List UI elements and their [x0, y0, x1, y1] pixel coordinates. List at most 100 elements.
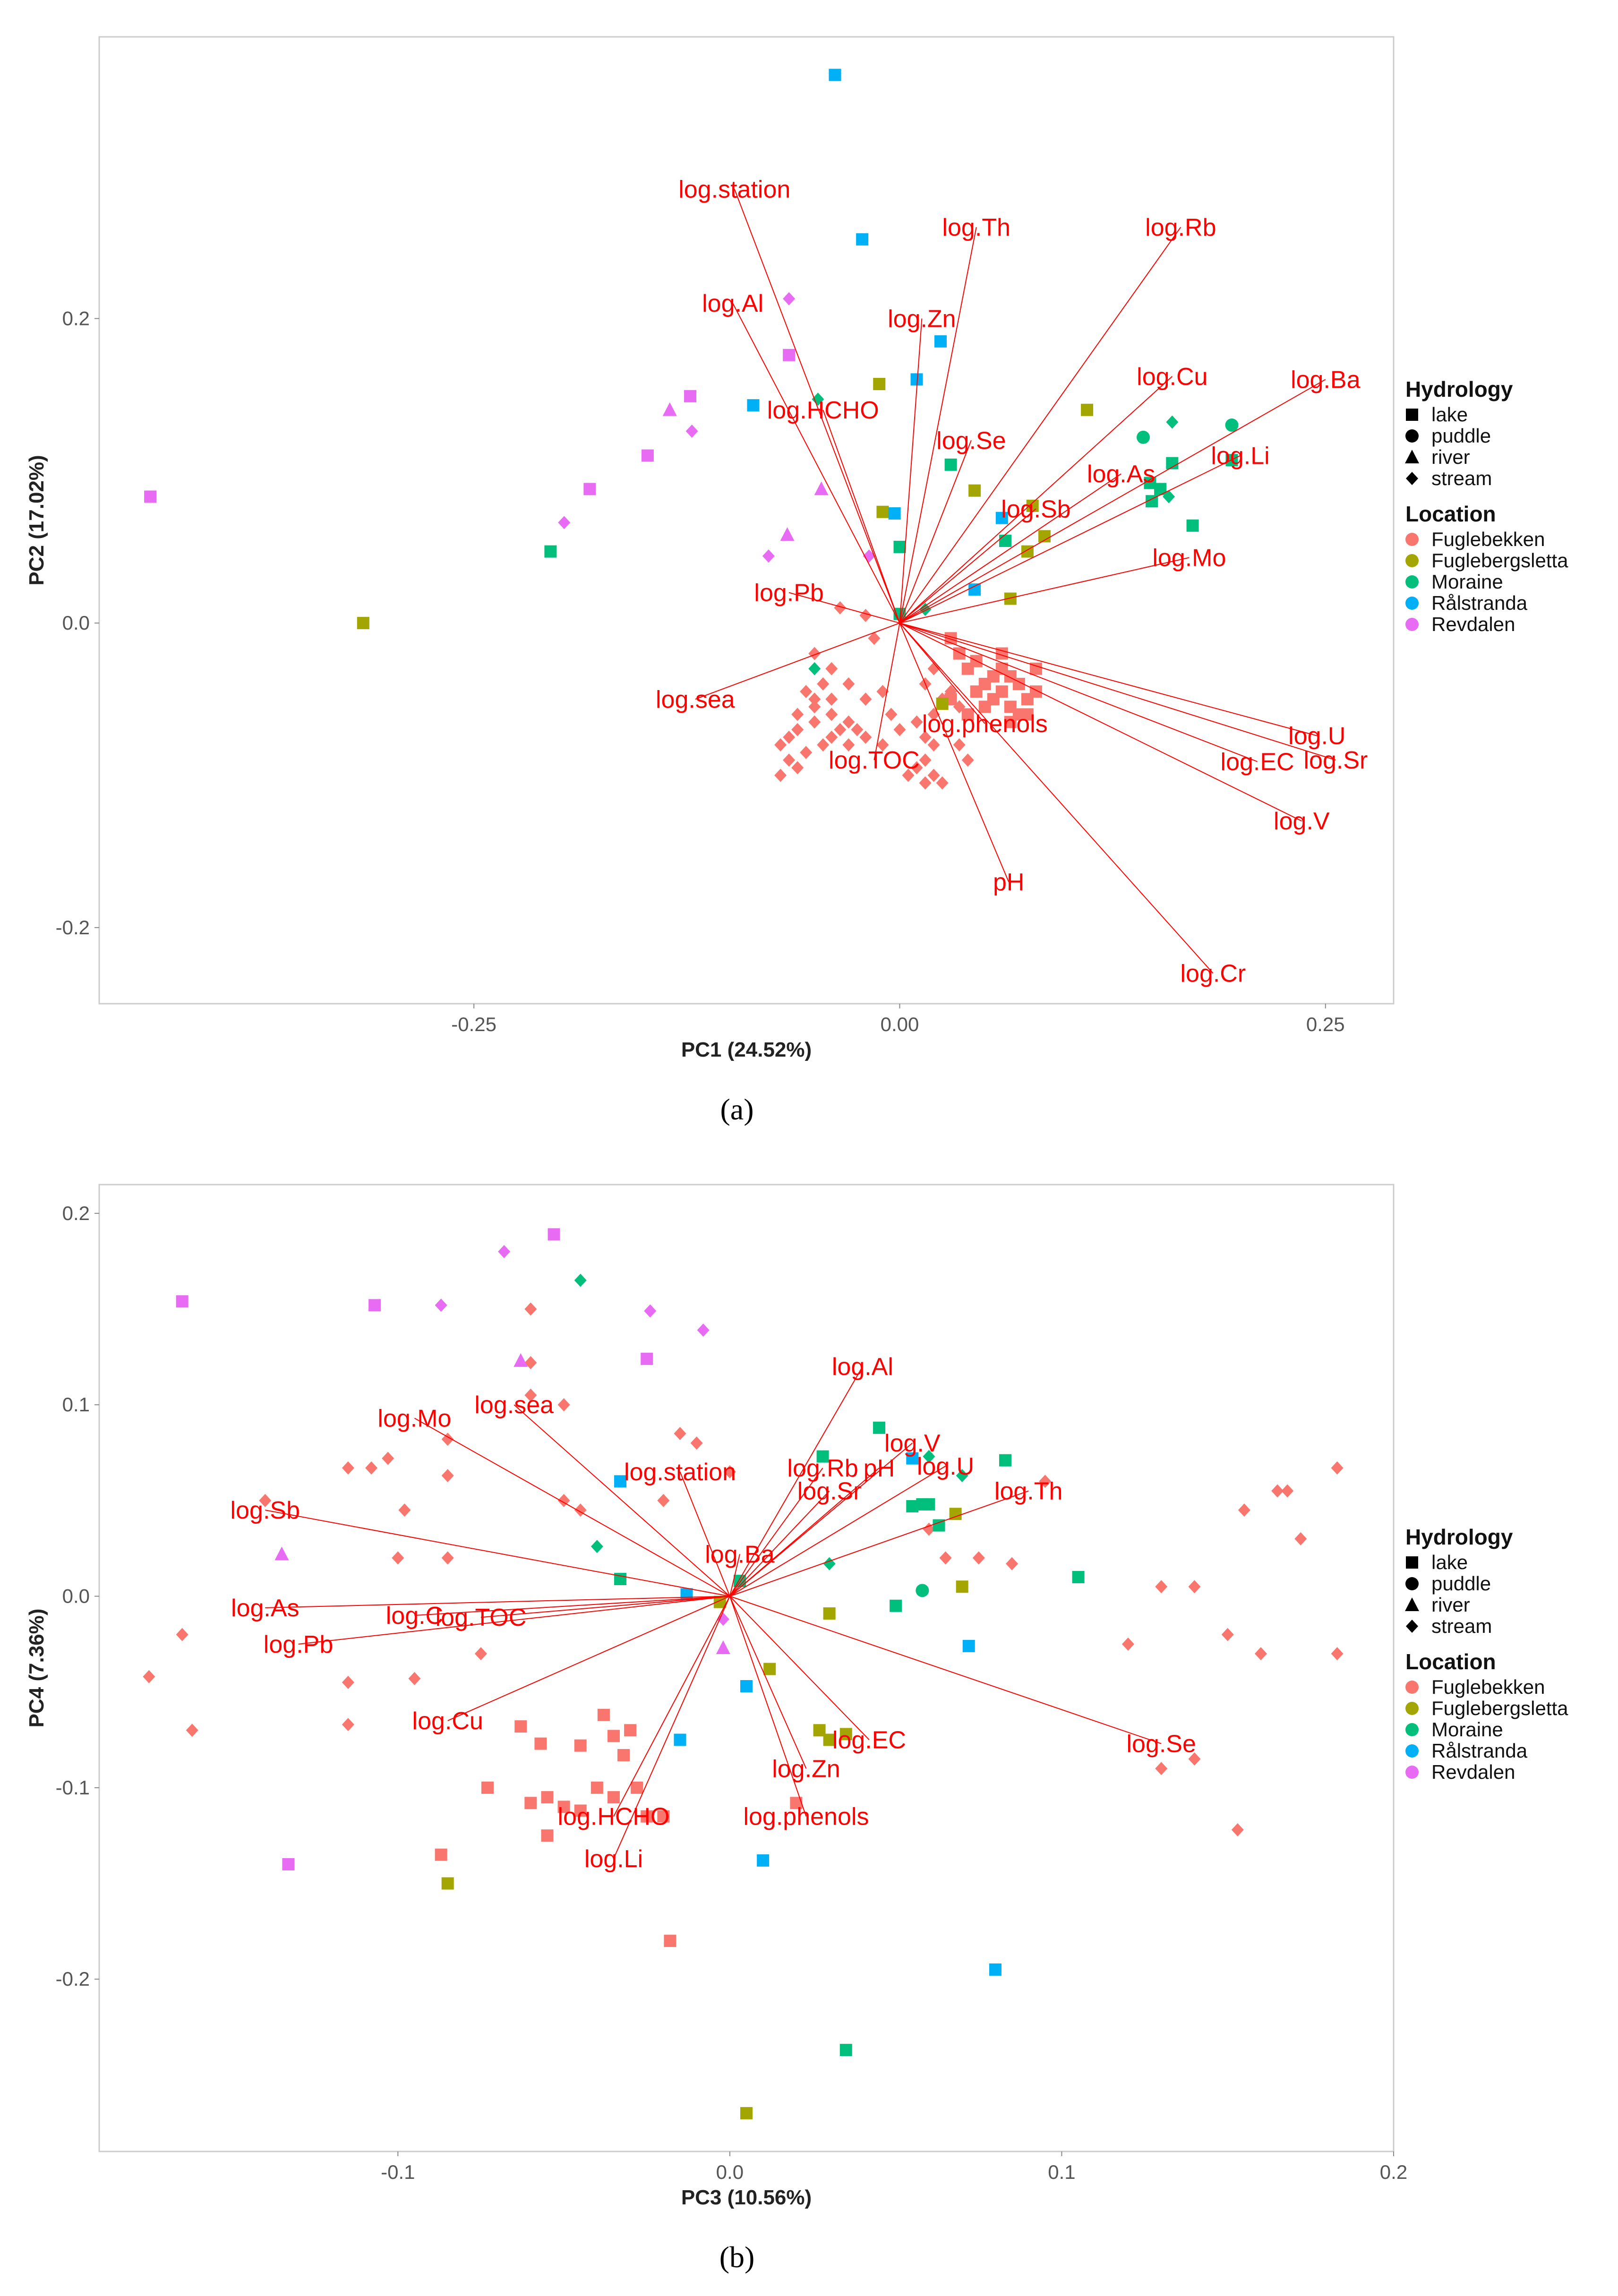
loading-vector-label: log.Cu [412, 1707, 483, 1735]
data-point [978, 700, 991, 713]
data-points [144, 68, 1239, 790]
data-point [1006, 1557, 1019, 1570]
data-point [962, 1639, 975, 1652]
data-point [1026, 499, 1039, 512]
data-point [791, 761, 804, 775]
data-point [808, 647, 821, 660]
loading-vector-line [899, 623, 1302, 822]
legend-item: river [1431, 1594, 1470, 1616]
data-point [435, 1848, 447, 1861]
loading-vector-label: log.V [884, 1430, 941, 1457]
x-tick-label: 0.00 [881, 1013, 919, 1035]
data-point [662, 402, 677, 416]
data-point [1254, 1647, 1267, 1661]
y-tick-label: 0.0 [62, 612, 90, 634]
loading-vector-line [899, 440, 972, 623]
data-point [176, 1295, 188, 1308]
data-point [839, 2044, 852, 2057]
data-point [876, 685, 889, 699]
data-point [674, 1426, 686, 1440]
data-point [923, 1450, 935, 1463]
loading-vector-line [899, 376, 1173, 623]
legend-color-swatch [1405, 1723, 1419, 1736]
data-point [1039, 1475, 1052, 1488]
x-tick-label: 0.1 [1048, 2161, 1075, 2183]
data-point [617, 1749, 630, 1761]
loading-vector-line [695, 623, 900, 700]
data-point [823, 1733, 836, 1746]
legend: HydrologylakepuddleriverstreamLocationFu… [1405, 377, 1568, 635]
plot-panel-border [98, 36, 1395, 1005]
data-point [808, 692, 821, 706]
y-tick-label: -0.2 [56, 1968, 90, 1990]
y-tick-label: 0.1 [62, 1393, 90, 1416]
data-point [791, 708, 804, 721]
legend-item: Moraine [1431, 1718, 1503, 1741]
data-point [1294, 1532, 1307, 1545]
data-point [641, 449, 654, 462]
loading-vector-label: log.Mo [377, 1405, 451, 1433]
loading-vector-label: log.HCHO [767, 397, 879, 424]
loading-vector-label: log.U [1288, 723, 1345, 750]
data-point [144, 490, 157, 503]
data-point [812, 393, 824, 406]
loading-vector-line [899, 623, 1318, 736]
y-axis-title: PC4 (7.36%) [25, 1609, 48, 1728]
data-point [641, 1352, 653, 1365]
data-point [834, 723, 847, 736]
data-point [524, 1302, 537, 1316]
loading-vector-label: log.Cr [1180, 960, 1246, 988]
data-point [916, 1584, 929, 1597]
legend-item: Fuglebergsletta [1431, 549, 1568, 572]
data-point [544, 545, 557, 558]
data-point [631, 1781, 643, 1794]
data-point [972, 1551, 985, 1565]
data-point [524, 1356, 537, 1369]
data-point [282, 1858, 295, 1870]
loading-vector-label: log.Zn [888, 305, 956, 333]
x-tick-label: 0.0 [716, 2161, 744, 2183]
legend-location-title: Location [1405, 1649, 1496, 1674]
loading-vector-label: log.Rb [787, 1455, 858, 1482]
loading-vector-label: log.U [917, 1453, 974, 1480]
data-point [392, 1551, 404, 1565]
data-point [740, 2107, 753, 2119]
data-point [800, 746, 813, 760]
data-point [817, 738, 830, 751]
data-point [953, 738, 966, 751]
data-point [783, 730, 796, 744]
loading-vector-line [899, 473, 1121, 623]
data-point [398, 1503, 411, 1517]
data-point [995, 512, 1008, 524]
loading-vector-line [679, 1471, 730, 1596]
loading-vector-line [729, 1466, 946, 1597]
data-point [614, 1475, 627, 1488]
data-point [780, 527, 795, 541]
loading-vector-line [414, 1417, 730, 1597]
loading-vector-label: log.EC [1221, 748, 1294, 776]
data-point [368, 1299, 381, 1312]
data-point [1121, 1637, 1134, 1651]
data-point [825, 730, 838, 744]
loading-vector-label: log.Sr [1303, 747, 1368, 774]
loading-vector-line [788, 592, 900, 624]
panel-caption: (a) [720, 1093, 753, 1126]
data-point [557, 1801, 570, 1813]
loading-vector-label: log.Sb [231, 1497, 300, 1524]
data-point [919, 753, 932, 767]
data-point [868, 632, 881, 645]
loading-vector-label: log.Pb [754, 580, 823, 607]
data-point [1155, 1762, 1168, 1775]
loading-vector-label: log.station [678, 176, 790, 203]
data-point [1331, 1647, 1344, 1661]
legend-item: stream [1431, 467, 1492, 489]
data-point [834, 601, 847, 615]
loading-vector-line [873, 623, 900, 760]
data-point [274, 1546, 289, 1561]
data-point [893, 723, 906, 736]
legend-item: river [1431, 446, 1470, 468]
data-point [856, 233, 869, 246]
legend-shape-stream [1406, 472, 1418, 485]
data-point [919, 776, 932, 790]
loading-vector-line [480, 1596, 730, 1618]
